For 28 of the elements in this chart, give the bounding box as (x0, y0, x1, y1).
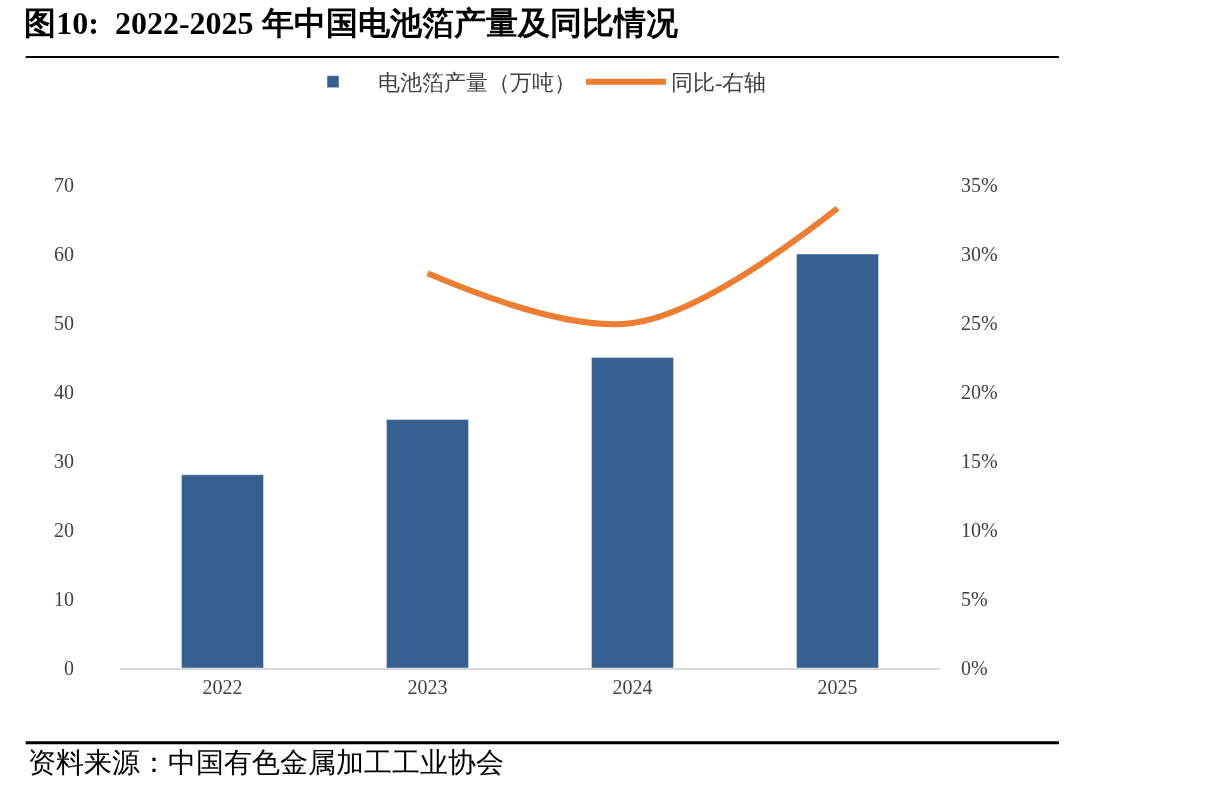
y2-tick-label: 15% (961, 450, 998, 472)
bar (796, 253, 879, 668)
y-tick-label: 0 (64, 657, 74, 679)
y-tick-label: 30 (54, 450, 74, 472)
chart-title: 图10: 2022-2025 年中国电池箔产量及同比情况 (24, 5, 679, 42)
y-tick-label: 60 (54, 243, 74, 265)
y-tick-label: 40 (54, 381, 74, 403)
legend-label: 电池箔产量（万吨） (378, 70, 576, 96)
bar (386, 419, 469, 668)
bar (591, 357, 674, 668)
y-tick-label: 70 (54, 174, 74, 196)
y-tick-label: 50 (54, 312, 74, 334)
x-tick-label: 2024 (612, 676, 653, 698)
x-tick-label: 2023 (407, 676, 448, 698)
y-tick-label: 20 (54, 519, 74, 541)
legend-label: 同比-右轴 (671, 70, 767, 96)
y2-tick-label: 25% (961, 312, 998, 334)
y2-tick-label: 20% (961, 381, 998, 403)
y2-tick-label: 10% (961, 519, 998, 541)
y-tick-label: 10 (54, 588, 74, 610)
x-tick-label: 2025 (817, 676, 858, 698)
y2-tick-label: 5% (961, 588, 988, 610)
x-tick-label: 2022 (202, 676, 243, 698)
y2-tick-label: 30% (961, 243, 998, 265)
bar (181, 474, 264, 668)
y2-tick-label: 35% (961, 174, 998, 196)
y2-tick-label: 0% (961, 657, 988, 679)
text: 资料来源：中国有色金属加工工业协会 (28, 747, 504, 778)
